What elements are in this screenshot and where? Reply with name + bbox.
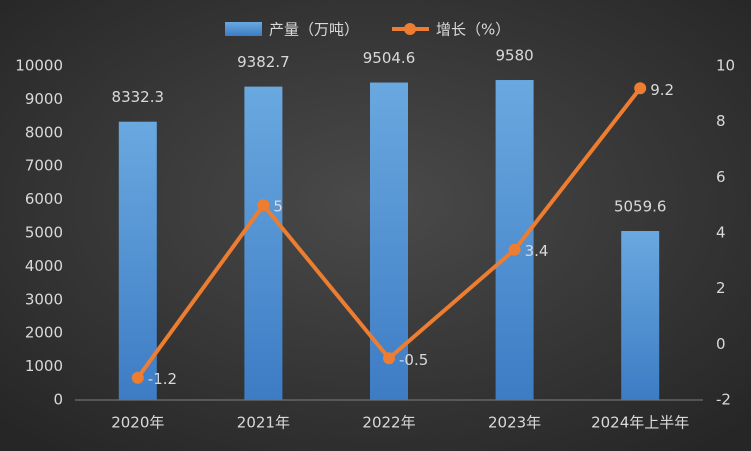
- y-tick-label: 5000: [25, 224, 63, 242]
- y2-tick-label: 6: [716, 168, 726, 186]
- line-point: [383, 352, 395, 365]
- y-tick-label: 4000: [25, 257, 63, 275]
- x-tick-label: 2024年上半年: [591, 414, 689, 432]
- line-point: [131, 371, 144, 384]
- bar-value-label: 9382.7: [237, 53, 290, 71]
- bar: [621, 231, 660, 400]
- y2-tick-label: 8: [716, 112, 726, 130]
- x-tick-label: 2023年: [488, 414, 541, 432]
- y2-tick-label: 4: [716, 224, 726, 242]
- line-value-label: -0.5: [399, 351, 428, 369]
- bar: [244, 86, 283, 400]
- y-tick-label: 0: [53, 391, 63, 409]
- y2-tick-label: 0: [716, 335, 726, 353]
- line-point: [634, 82, 647, 95]
- bar-value-label: 8332.3: [112, 88, 165, 106]
- line-point: [257, 199, 270, 212]
- line-point: [508, 243, 521, 256]
- legend-label: 增长（%）: [436, 21, 510, 39]
- y-tick-label: 8000: [25, 123, 63, 141]
- y-tick-label: 1000: [25, 357, 63, 375]
- legend-label: 产量（万吨）: [269, 21, 359, 39]
- y2-tick-label: 2: [716, 279, 726, 297]
- bar: [118, 121, 157, 401]
- line-value-label: -1.2: [148, 370, 177, 388]
- y2-tick-label: 10: [716, 57, 735, 75]
- y-tick-label: 2000: [25, 324, 63, 342]
- x-tick-label: 2022年: [362, 414, 415, 432]
- line-value-label: 9.2: [650, 81, 674, 99]
- bar-value-label: 9504.6: [363, 49, 416, 67]
- line-value-label: 3.4: [525, 242, 549, 260]
- y-tick-label: 10000: [15, 57, 63, 75]
- y-tick-label: 7000: [25, 157, 63, 175]
- x-tick-label: 2020年: [111, 414, 164, 432]
- legend-swatch: [225, 22, 262, 36]
- bar: [495, 80, 534, 400]
- y-tick-label: 6000: [25, 190, 63, 208]
- y-tick-label: 9000: [25, 90, 63, 108]
- bar-value-label: 5059.6: [614, 198, 667, 216]
- legend-swatch: [404, 23, 416, 35]
- bar-value-label: 9580: [496, 47, 534, 65]
- x-tick-label: 2021年: [237, 414, 290, 432]
- y2-tick-label: -2: [716, 391, 731, 409]
- line-value-label: 5: [273, 198, 283, 216]
- y-tick-label: 3000: [25, 290, 63, 308]
